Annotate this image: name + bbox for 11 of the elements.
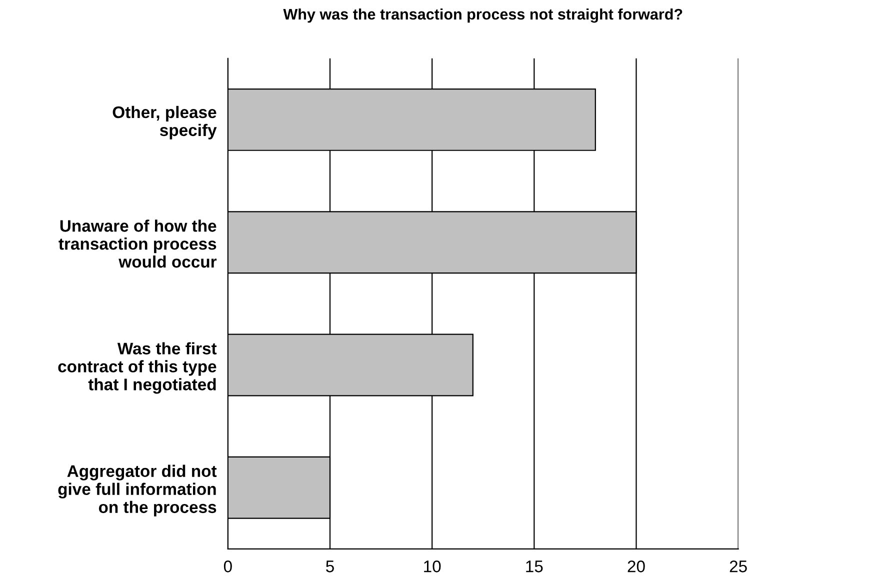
y-tick-label: Aggregator did not give full information on the process	[58, 464, 217, 516]
x-tick-label: 20	[628, 560, 645, 572]
x-tick-label: 5	[326, 560, 334, 572]
y-tick-label: Unaware of how the transaction process would occur	[58, 220, 217, 268]
chart-title: Why was the transaction process not straight forward?	[283, 8, 682, 23]
y-tick-label: Was the first contract of this type that I negotiated	[58, 342, 217, 394]
x-tick-label: 10	[424, 560, 441, 572]
x-tick-label: 25	[730, 560, 747, 572]
x-tick-label: 15	[526, 560, 543, 572]
x-tick-label: 0	[224, 560, 232, 572]
y-tick-label: Other, please specify	[112, 106, 217, 140]
